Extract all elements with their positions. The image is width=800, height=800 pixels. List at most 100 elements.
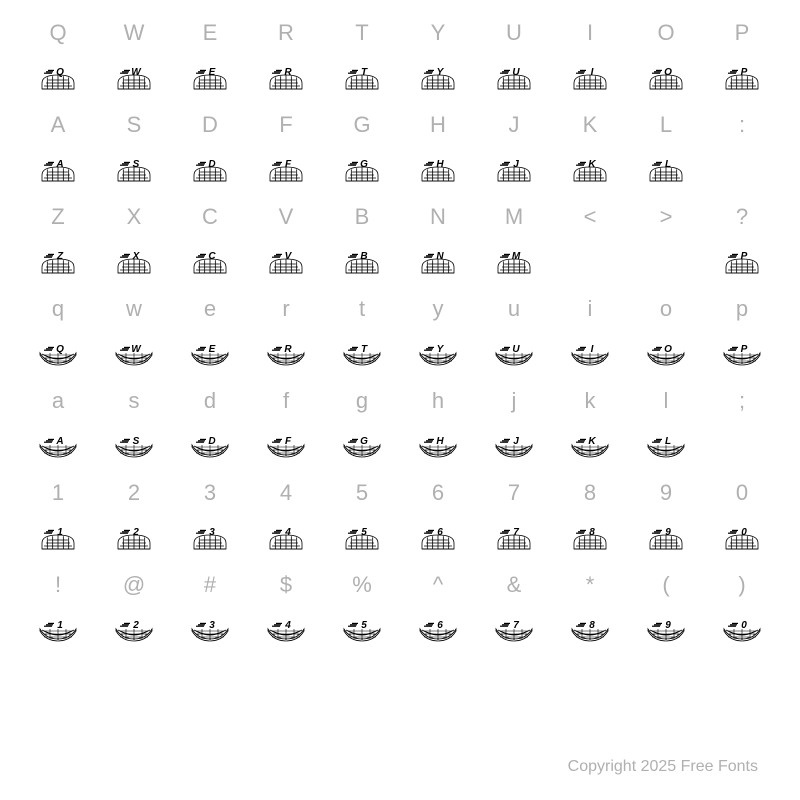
glyph-cell: N	[400, 240, 476, 286]
svg-text:L: L	[665, 436, 671, 447]
glyph-cell: M	[476, 240, 552, 286]
key-label: &	[507, 572, 522, 598]
svg-text:4: 4	[284, 527, 291, 538]
key-label: E	[203, 20, 218, 46]
key-label-cell: t	[324, 286, 400, 332]
svg-text:I: I	[591, 67, 594, 78]
key-label: L	[660, 112, 672, 138]
font-glyph: F	[266, 435, 306, 459]
svg-text:8: 8	[589, 527, 595, 538]
key-label: 3	[204, 480, 216, 506]
glyph-cell: 8	[552, 608, 628, 654]
key-label: P	[735, 20, 750, 46]
glyph-cell: 3	[172, 516, 248, 562]
font-glyph: 2	[114, 527, 154, 551]
svg-text:7: 7	[513, 527, 519, 538]
glyph-cell	[704, 148, 780, 194]
key-label-cell: Z	[20, 194, 96, 240]
glyph-cell: P	[704, 56, 780, 102]
glyph-cell: 1	[20, 516, 96, 562]
font-glyph: V	[266, 251, 306, 275]
key-label-cell: j	[476, 378, 552, 424]
font-glyph: 1	[38, 527, 78, 551]
key-label: @	[123, 572, 145, 598]
svg-text:4: 4	[284, 620, 291, 631]
key-label: u	[508, 296, 520, 322]
font-glyph: O	[646, 67, 686, 91]
svg-text:O: O	[664, 67, 672, 78]
key-label-cell: 0	[704, 470, 780, 516]
font-glyph: 4	[266, 619, 306, 643]
key-label: w	[126, 296, 142, 322]
font-glyph: 0	[722, 527, 762, 551]
font-glyph: E	[190, 67, 230, 91]
key-label-cell: 9	[628, 470, 704, 516]
key-label-cell: s	[96, 378, 172, 424]
svg-text:P: P	[741, 344, 748, 355]
svg-text:Y: Y	[437, 344, 445, 355]
glyph-cell: E	[172, 332, 248, 378]
key-label-cell: O	[628, 10, 704, 56]
key-label-cell: Q	[20, 10, 96, 56]
key-label: 6	[432, 480, 444, 506]
svg-text:1: 1	[57, 527, 63, 538]
glyph-cell	[704, 424, 780, 470]
svg-text:K: K	[588, 436, 596, 447]
key-label-cell: >	[628, 194, 704, 240]
key-label: ^	[433, 572, 443, 598]
svg-text:1: 1	[57, 620, 63, 631]
glyph-cell: 7	[476, 516, 552, 562]
key-label-cell: A	[20, 102, 96, 148]
key-label: V	[279, 204, 294, 230]
key-label: 8	[584, 480, 596, 506]
key-label: A	[51, 112, 66, 138]
glyph-cell: R	[248, 56, 324, 102]
svg-text:G: G	[360, 159, 368, 170]
key-label-cell: a	[20, 378, 96, 424]
key-label: X	[127, 204, 142, 230]
key-label: 1	[52, 480, 64, 506]
font-glyph: Q	[38, 67, 78, 91]
svg-text:6: 6	[437, 527, 443, 538]
key-label: D	[202, 112, 218, 138]
glyph-cell: T	[324, 332, 400, 378]
key-label-cell: p	[704, 286, 780, 332]
font-glyph: 9	[646, 527, 686, 551]
key-label: O	[657, 20, 674, 46]
key-label-cell: d	[172, 378, 248, 424]
font-glyph: M	[494, 251, 534, 275]
svg-text:I: I	[591, 344, 594, 355]
key-label: 5	[356, 480, 368, 506]
key-label-cell: w	[96, 286, 172, 332]
key-label-cell: ^	[400, 562, 476, 608]
svg-text:5: 5	[361, 620, 367, 631]
glyph-cell: G	[324, 148, 400, 194]
font-glyph: F	[266, 159, 306, 183]
glyph-cell: B	[324, 240, 400, 286]
svg-text:Z: Z	[56, 251, 64, 262]
glyph-cell: 5	[324, 608, 400, 654]
key-label: #	[204, 572, 216, 598]
key-label-cell: h	[400, 378, 476, 424]
svg-text:X: X	[132, 251, 141, 262]
svg-text:3: 3	[209, 620, 215, 631]
glyph-cell: Y	[400, 332, 476, 378]
key-label: <	[584, 204, 597, 230]
glyph-cell: 1	[20, 608, 96, 654]
key-label: ?	[736, 204, 748, 230]
key-label-cell: *	[552, 562, 628, 608]
key-label-cell: E	[172, 10, 248, 56]
font-glyph: H	[418, 159, 458, 183]
svg-text:A: A	[55, 159, 63, 170]
svg-text:P: P	[741, 67, 748, 78]
font-glyph: J	[494, 159, 534, 183]
key-label-cell: R	[248, 10, 324, 56]
font-glyph: B	[342, 251, 382, 275]
key-label: o	[660, 296, 672, 322]
key-label: 9	[660, 480, 672, 506]
svg-text:O: O	[664, 344, 672, 355]
svg-text:B: B	[360, 251, 367, 262]
font-glyph: 3	[190, 619, 230, 643]
key-label-cell: C	[172, 194, 248, 240]
font-glyph: 6	[418, 527, 458, 551]
